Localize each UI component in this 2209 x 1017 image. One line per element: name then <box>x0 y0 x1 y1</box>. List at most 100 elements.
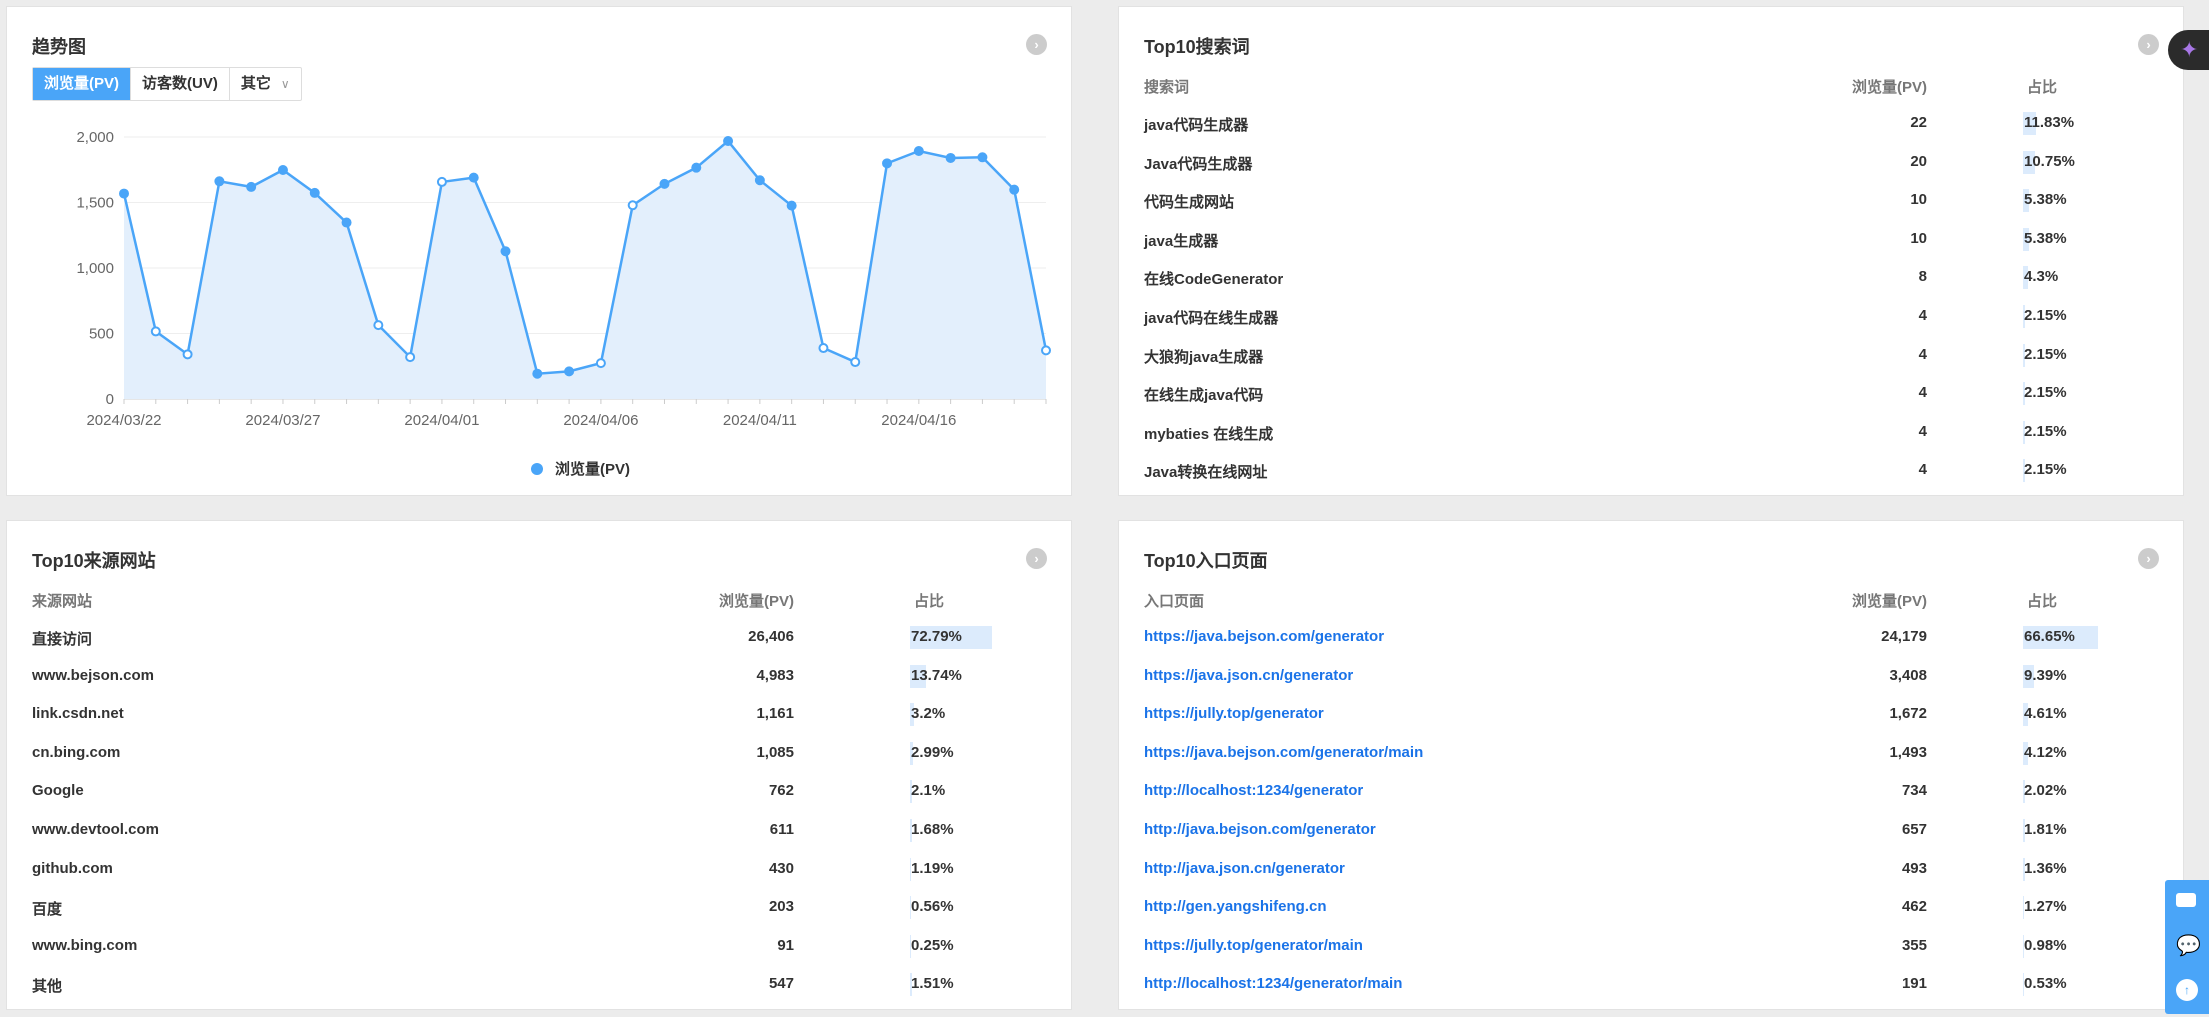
pct-bar <box>2023 896 2025 920</box>
mail-icon[interactable] <box>2176 893 2196 907</box>
header-pct: 占比 <box>914 593 945 610</box>
pct-text: 2.99% <box>911 743 954 761</box>
pct-bar <box>2023 343 2026 367</box>
entry-link[interactable]: http://java.bejson.com/generator <box>1144 821 1376 838</box>
row-pv: 1,493 <box>1889 743 1927 761</box>
entry-link[interactable]: http://localhost:1234/generator/main <box>1144 975 1403 993</box>
panel-title: Top10来源网站 <box>32 551 156 571</box>
pct-text: 1.68% <box>911 821 954 838</box>
chevron-right-icon[interactable]: › <box>2138 34 2159 55</box>
data-point <box>1041 345 1051 356</box>
row-pct: 2.15% <box>2023 305 2136 328</box>
legend-marker <box>531 463 543 475</box>
table-row: 代码生成网站 10 5.38% <box>1144 189 2183 215</box>
table-row: https://jully.top/generator/main 355 0.98% <box>1144 934 2183 961</box>
row-pv: 462 <box>1901 898 1927 916</box>
pct-text: 0.25% <box>911 936 954 954</box>
table-row: www.bejson.com 4,983 13.74% <box>32 664 1071 691</box>
tab-uv[interactable]: 访客数(UV) <box>131 68 230 100</box>
entry-link[interactable]: https://java.json.cn/generator <box>1144 666 1354 684</box>
search-words-panel: Top10搜索词 › 搜索词 浏览量(PV) 占比 java代码生成器 22 11.83%… <box>1118 6 2184 496</box>
row-pv: 3,408 <box>1889 666 1927 684</box>
pct-bar <box>910 896 911 920</box>
tab-pv[interactable]: 浏览量(PV) <box>33 68 132 100</box>
entry-link[interactable]: https://jully.top/generator/main <box>1144 936 1363 954</box>
data-point <box>436 176 447 187</box>
table-row: java生成器 10 5.38% <box>1144 227 2183 254</box>
row-pct: 0.98% <box>2023 934 2136 958</box>
row-pct: 1.19% <box>910 857 1023 881</box>
entry-link[interactable]: http://gen.yangshifeng.cn <box>1144 898 1327 916</box>
data-point <box>882 158 893 169</box>
row-pv: 24,179 <box>1881 628 1927 645</box>
data-point <box>119 188 129 199</box>
header-name: 搜索词 <box>1144 79 1190 96</box>
y-tick-label: 1,500 <box>76 195 114 212</box>
row-pv: 1,672 <box>1889 705 1927 723</box>
row-pv: 191 <box>1901 975 1927 993</box>
row-pv: 22 <box>1910 114 1927 131</box>
entry-link[interactable]: https://java.bejson.com/generator <box>1144 628 1385 645</box>
x-tick-label: 2024/03/27 <box>245 412 320 429</box>
row-pv: 493 <box>1901 859 1927 877</box>
pct-bar <box>910 780 913 804</box>
pct-bar <box>910 857 912 881</box>
table-row: http://java.bejson.com/generator 657 1.81% <box>1144 819 2183 845</box>
entry-link[interactable]: https://java.bejson.com/generator/main <box>1144 743 1424 761</box>
row-name: java代码生成器 <box>1144 117 1249 134</box>
data-point <box>945 152 956 163</box>
row-pct: 11.83% <box>2023 112 2136 135</box>
row-pct: 3.2% <box>910 703 1023 727</box>
sparkle-icon[interactable]: ✦ <box>2168 30 2209 70</box>
data-point <box>373 320 384 331</box>
pct-text: 0.53% <box>2024 975 2067 993</box>
chevron-down-icon: ∨ <box>280 77 290 91</box>
pct-text: 0.56% <box>911 898 954 916</box>
row-name: 直接访问 <box>32 631 93 648</box>
series-line <box>122 139 1048 376</box>
pct-text: 5.38% <box>2024 229 2067 247</box>
chevron-right-icon[interactable]: › <box>1026 34 1047 55</box>
row-pct: 1.81% <box>2023 819 2136 842</box>
panel-title: 趋势图 <box>32 37 86 57</box>
row-pct: 0.56% <box>910 896 1023 920</box>
pct-bar <box>2023 189 2030 213</box>
data-point <box>150 326 161 337</box>
data-point <box>850 357 861 368</box>
data-point <box>659 178 670 189</box>
wechat-icon[interactable]: 💬 <box>2176 935 2201 957</box>
row-name: java代码在线生成器 <box>1144 310 1279 327</box>
row-pct: 2.15% <box>2023 382 2136 406</box>
tab-other-dropdown[interactable]: 其它 ∨ <box>230 68 301 100</box>
entry-link[interactable]: https://jully.top/generator <box>1144 705 1324 723</box>
pct-bar <box>2023 973 2024 997</box>
row-pct: 2.15% <box>2023 343 2136 367</box>
pct-bar <box>910 664 926 688</box>
row-pv: 8 <box>1918 268 1927 286</box>
row-pv: 734 <box>1901 782 1927 800</box>
table-row: Java转换在线网址 4 2.15% <box>1144 459 2183 485</box>
pct-bar <box>2023 266 2028 290</box>
row-pv: 20 <box>1910 152 1927 170</box>
row-name: 大狼狗java生成器 <box>1144 348 1264 366</box>
table-row: www.devtool.com 611 1.68% <box>32 819 1071 845</box>
chevron-right-icon[interactable]: › <box>1026 548 1047 569</box>
back-to-top-icon[interactable]: ↑ <box>2176 979 2198 1001</box>
row-pct: 4.3% <box>2023 266 2136 290</box>
chevron-right-icon[interactable]: › <box>2138 548 2159 569</box>
row-name: java生成器 <box>1144 232 1219 250</box>
entry-link[interactable]: http://java.json.cn/generator <box>1144 859 1345 877</box>
row-pct: 1.36% <box>2023 857 2136 881</box>
row-pct: 5.38% <box>2023 227 2136 251</box>
header-pct: 占比 <box>2027 79 2058 96</box>
pct-text: 5.38% <box>2024 191 2067 209</box>
table-row: java代码在线生成器 4 2.15% <box>1144 305 2183 331</box>
table-row: link.csdn.net 1,161 3.2% <box>32 703 1071 729</box>
data-point <box>500 246 511 257</box>
pct-text: 11.83% <box>2024 114 2075 131</box>
pct-text: 3.2% <box>911 705 946 723</box>
pct-text: 2.15% <box>2024 307 2067 324</box>
table-row: http://gen.yangshifeng.cn 462 1.27% <box>1144 896 2183 922</box>
table-row: mybaties 在线生成 4 2.15% <box>1144 420 2183 447</box>
entry-link[interactable]: http://localhost:1234/generator <box>1144 782 1364 800</box>
